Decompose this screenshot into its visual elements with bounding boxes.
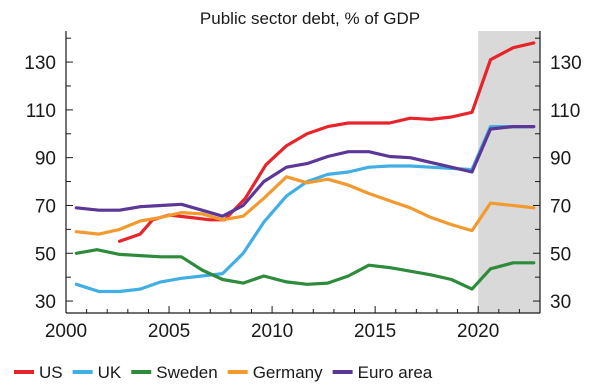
x-tick-label: 2015 xyxy=(354,321,396,342)
y-tick-label-left: 90 xyxy=(35,149,56,170)
y-tick-label-right: 90 xyxy=(550,149,571,170)
legend-label-sweden: Sweden xyxy=(156,363,217,382)
series-line-us xyxy=(117,41,536,243)
y-tick-label-left: 130 xyxy=(24,53,56,74)
y-tick-label-left: 30 xyxy=(35,292,56,313)
legend-label-euro-area: Euro area xyxy=(358,363,433,382)
shaded-region xyxy=(478,31,540,313)
x-tick-label: 2010 xyxy=(251,321,293,342)
y-tick-label-right: 50 xyxy=(550,244,571,265)
x-tick-label: 2020 xyxy=(457,321,499,342)
legend-label-us: US xyxy=(39,363,63,382)
legend-label-germany: Germany xyxy=(253,363,323,382)
series-line-sweden xyxy=(74,248,536,291)
chart-title: Public sector debt, % of GDP xyxy=(200,9,420,28)
x-tick-label: 2000 xyxy=(45,321,87,342)
series-line-euro-area xyxy=(74,124,536,218)
y-tick-label-right: 30 xyxy=(550,292,571,313)
series-line-germany xyxy=(74,175,536,236)
y-tick-label-left: 110 xyxy=(26,101,56,122)
y-tick-label-left: 70 xyxy=(35,196,56,217)
y-tick-label-right: 130 xyxy=(550,53,582,74)
x-tick-label: 2005 xyxy=(148,321,190,342)
y-tick-label-right: 110 xyxy=(550,101,580,122)
y-tick-label-left: 50 xyxy=(35,244,56,265)
legend-label-uk: UK xyxy=(98,363,122,382)
series-line-uk xyxy=(74,124,536,294)
y-tick-label-right: 70 xyxy=(550,196,571,217)
